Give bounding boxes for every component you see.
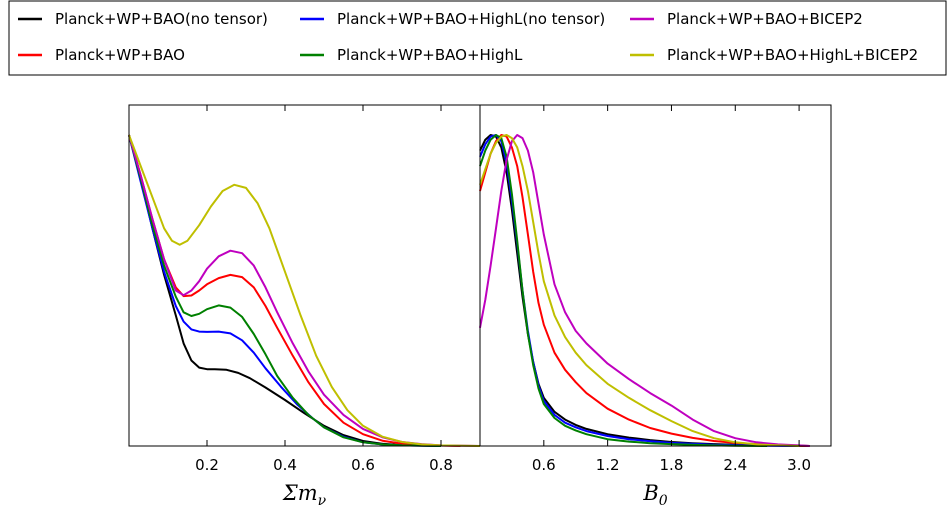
plot-frame-B0 bbox=[479, 104, 832, 447]
plot-area-sum_mnu bbox=[129, 105, 480, 446]
series-line-B0-planck-wp-bao-bicep2 bbox=[479, 134, 810, 447]
panel-sum-mnu: 0.2 0.4 0.6 0.8 Σmν bbox=[128, 104, 481, 509]
series-line-sum_mnu-planck-wp-bao-highl-bicep2 bbox=[128, 134, 481, 447]
legend-label-planck-wp-bao-highl-no-tensor: Planck+WP+BAO+HighL(no tensor) bbox=[337, 10, 605, 28]
x-tick-label-B0-0: 0.6 bbox=[532, 456, 556, 474]
x-tick-label-B0-2: 1.8 bbox=[660, 456, 684, 474]
x-axis-label-B0: B0 bbox=[642, 481, 667, 509]
legend-label-planck-wp-bao-no-tensor: Planck+WP+BAO(no tensor) bbox=[55, 10, 268, 28]
x-tick-label-sum_mnu-3: 0.8 bbox=[429, 456, 453, 474]
series-line-sum_mnu-planck-wp-bao-highl bbox=[128, 134, 442, 447]
series-line-B0-planck-wp-bao-highl-bicep2 bbox=[479, 134, 800, 447]
x-tick-label-sum_mnu-1: 0.4 bbox=[273, 456, 297, 474]
x-tick-label-B0-4: 3.0 bbox=[787, 456, 811, 474]
x-tick-label-sum_mnu-0: 0.2 bbox=[195, 456, 219, 474]
legend-frame bbox=[8, 0, 947, 76]
legend-label-planck-wp-bao-highl-bicep2: Planck+WP+BAO+HighL+BICEP2 bbox=[667, 46, 918, 64]
legend-label-planck-wp-bao-bicep2: Planck+WP+BAO+BICEP2 bbox=[667, 10, 863, 28]
legend-label-planck-wp-bao: Planck+WP+BAO bbox=[55, 46, 185, 64]
panel-b0: 0.6 1.2 1.8 2.4 3.0 B0 bbox=[479, 104, 832, 509]
x-axis-label-sum_mnu: Σmν bbox=[282, 481, 327, 509]
plot-area-B0 bbox=[480, 105, 831, 446]
legend-label-planck-wp-bao-highl: Planck+WP+BAO+HighL bbox=[337, 46, 523, 64]
series-line-sum_mnu-planck-wp-bao-no-tensor bbox=[128, 134, 442, 447]
x-tick-label-sum_mnu-2: 0.6 bbox=[351, 456, 375, 474]
x-tick-label-B0-3: 2.4 bbox=[723, 456, 747, 474]
x-tick-label-B0-1: 1.2 bbox=[596, 456, 620, 474]
legend: Planck+WP+BAO(no tensor) Planck+WP+BAO Pla… bbox=[8, 0, 947, 76]
